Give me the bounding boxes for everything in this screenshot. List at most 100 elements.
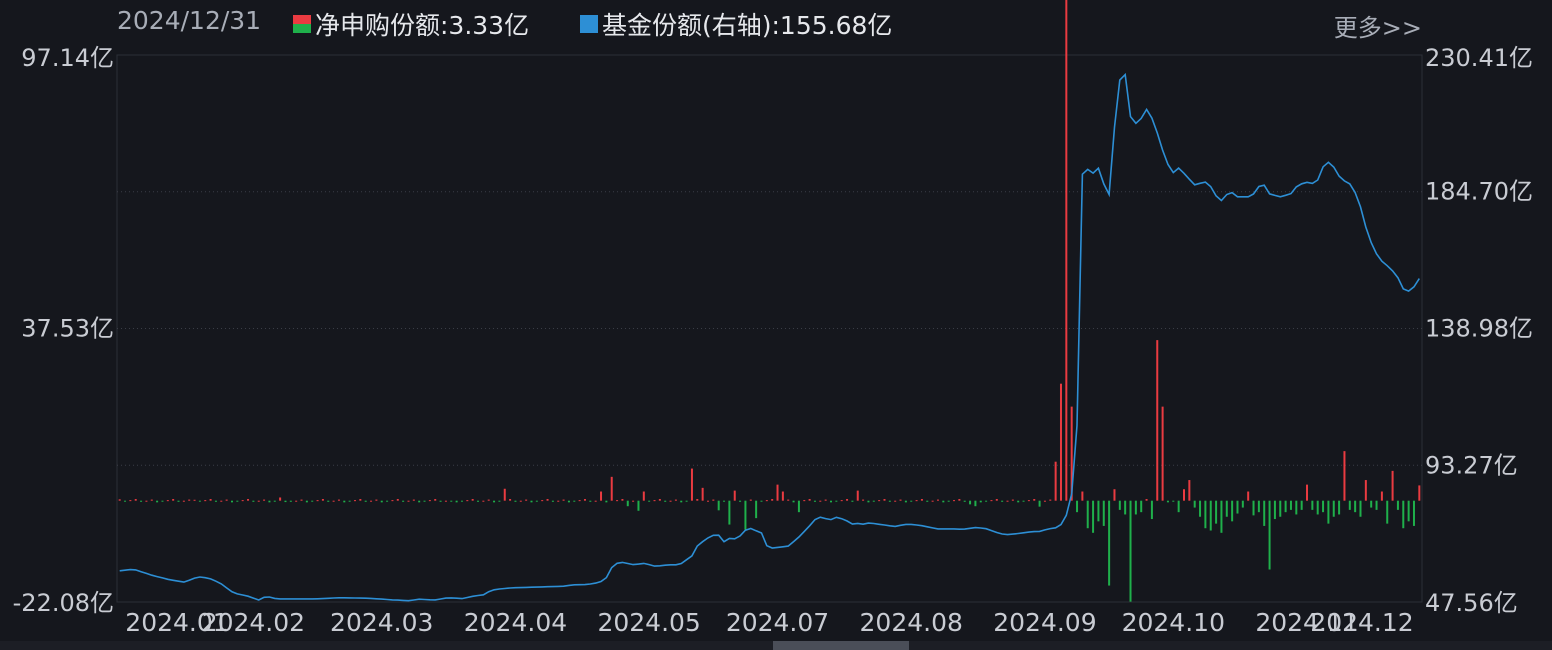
net-subscription-bar	[327, 500, 330, 502]
net-subscription-bar	[460, 500, 463, 502]
net-subscription-bar	[182, 500, 185, 502]
net-subscription-bar	[396, 499, 399, 501]
net-subscription-bar	[407, 500, 410, 502]
net-subscription-bar	[204, 500, 207, 502]
net-subscription-bar	[118, 499, 121, 501]
net-subscription-bar	[888, 500, 891, 502]
net-subscription-bar	[300, 499, 303, 501]
net-subscription-bar	[343, 500, 346, 503]
net-subscription-bar	[942, 500, 945, 503]
net-subscription-bar	[706, 500, 709, 502]
net-subscription-bar	[1327, 500, 1330, 524]
net-subscription-bar	[386, 500, 389, 502]
net-subscription-bar	[1043, 500, 1046, 502]
net-subscription-bar	[862, 499, 865, 501]
left-axis-tick-label: 37.53亿	[21, 315, 114, 343]
net-subscription-bar	[1247, 491, 1250, 501]
scroll-bar[interactable]	[0, 641, 1552, 650]
net-subscription-bar	[1215, 500, 1218, 524]
net-subscription-bar	[354, 500, 357, 502]
net-subscription-bar	[439, 500, 442, 502]
net-subscription-bar	[1086, 500, 1089, 529]
net-subscription-bar	[375, 499, 378, 501]
net-subscription-bars	[118, 0, 1421, 602]
net-subscription-bar	[1054, 461, 1057, 501]
net-subscription-bar	[765, 500, 768, 502]
net-subscription-bar	[1065, 0, 1068, 501]
net-subscription-bar	[1156, 340, 1159, 501]
net-subscription-bar	[156, 500, 159, 503]
net-subscription-bar	[284, 500, 287, 503]
net-subscription-bar	[626, 500, 629, 507]
net-subscription-bar	[1006, 500, 1009, 502]
net-subscription-bar	[990, 500, 993, 502]
net-subscription-bar	[1300, 500, 1303, 510]
net-subscription-bar	[632, 500, 635, 502]
net-subscription-bar	[1343, 451, 1346, 501]
net-subscription-bar	[1049, 499, 1052, 501]
more-link[interactable]: 更多>>	[1333, 14, 1422, 42]
net-subscription-bar	[771, 499, 774, 501]
x-axis-tick-label: 2024.11	[1255, 608, 1358, 637]
net-subscription-bar	[1231, 500, 1234, 522]
net-subscription-bar	[477, 500, 480, 502]
net-subscription-bar	[605, 500, 608, 503]
net-subscription-bar	[567, 500, 570, 503]
net-subscription-bar	[653, 500, 656, 502]
net-subscription-bar	[813, 500, 816, 502]
net-subscription-bar	[1011, 499, 1014, 501]
net-subscription-bar	[899, 499, 902, 501]
net-subscription-bar	[781, 491, 784, 501]
net-subscription-bar	[1412, 500, 1415, 526]
net-subscription-bar	[1354, 500, 1357, 513]
net-subscription-bar	[894, 500, 897, 502]
x-axis-tick-label: 2024.12	[1310, 608, 1413, 637]
net-subscription-bar	[594, 500, 597, 502]
net-subscription-bar	[198, 500, 201, 502]
net-subscription-bar	[1252, 500, 1255, 516]
net-subscription-bar	[1370, 500, 1373, 508]
net-subscription-bar	[1338, 500, 1341, 515]
net-subscription-bar	[188, 499, 191, 501]
net-subscription-bar	[214, 500, 217, 502]
net-subscription-bar	[733, 490, 736, 501]
net-subscription-bar	[776, 484, 779, 501]
net-subscription-bar	[610, 476, 613, 501]
net-subscription-bar	[872, 500, 875, 502]
net-subscription-bar	[728, 500, 731, 525]
net-subscription-bar	[648, 500, 651, 502]
net-subscription-bar	[915, 500, 918, 502]
net-subscription-bar	[1263, 500, 1266, 526]
net-subscription-bar	[583, 499, 586, 501]
net-subscription-bar	[1145, 499, 1148, 501]
net-subscription-bar	[230, 500, 233, 503]
net-subscription-bar	[931, 500, 934, 502]
net-subscription-bar	[1316, 500, 1319, 515]
net-subscription-bar	[220, 500, 223, 502]
net-subscription-bar	[1017, 500, 1020, 503]
legend-net-subscription: 净申购份额:3.33亿	[293, 6, 529, 42]
net-subscription-bar	[268, 500, 271, 503]
fund-share-swatch-icon	[580, 15, 598, 33]
net-subscription-bar	[129, 500, 132, 502]
net-subscription-bar	[359, 499, 362, 501]
net-subscription-bar	[578, 500, 581, 502]
net-subscription-bar	[471, 499, 474, 501]
net-subscription-bar	[760, 500, 763, 502]
net-subscription-bar	[819, 500, 822, 502]
scroll-thumb[interactable]	[773, 641, 909, 650]
net-subscription-bar	[856, 490, 859, 501]
net-subscription-bar	[637, 500, 640, 511]
net-subscription-bar	[690, 468, 693, 501]
net-subscription-bar	[867, 500, 870, 503]
net-subscription-bar	[1289, 500, 1292, 510]
net-subscription-bar	[1236, 500, 1239, 514]
net-subscription-bar	[295, 500, 298, 502]
net-subscription-bar	[519, 500, 522, 502]
net-subscription-bar	[551, 500, 554, 502]
net-subscription-bar	[1268, 500, 1271, 570]
net-subscription-bar	[995, 499, 998, 501]
net-subscription-bar	[621, 499, 624, 501]
current-date: 2024/12/31	[117, 6, 262, 35]
net-subscription-bar	[1134, 500, 1137, 515]
